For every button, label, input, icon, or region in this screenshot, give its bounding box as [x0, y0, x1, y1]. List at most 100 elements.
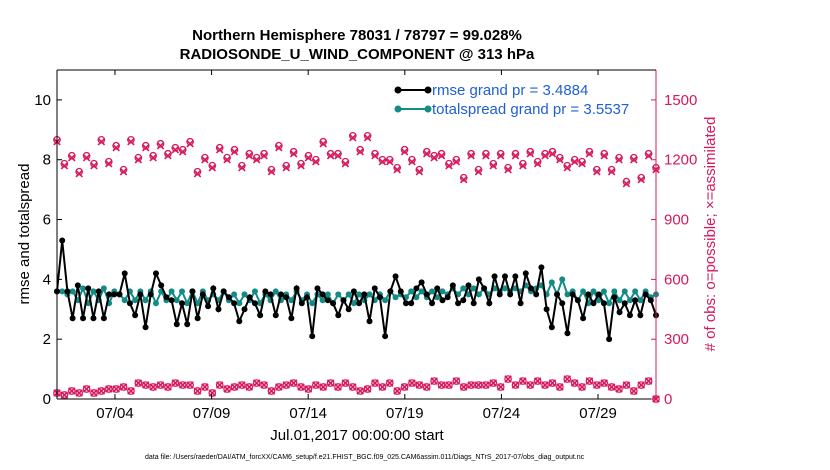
obs-possible-point — [334, 149, 342, 158]
obs-possible-point — [348, 383, 357, 391]
obs-assimilated-point — [541, 381, 549, 389]
obs-possible-point — [326, 379, 335, 387]
obs-possible-point — [252, 379, 261, 387]
obs-possible-point — [297, 159, 305, 168]
spread-point — [366, 291, 373, 298]
rmse-point — [304, 294, 311, 301]
obs-possible-point — [238, 381, 246, 389]
x-tick-label: 07/19 — [386, 405, 424, 422]
obs-assimilated-point — [134, 155, 143, 164]
rmse-point — [559, 300, 566, 307]
obs-possible-point — [496, 383, 505, 391]
obs-possible-point — [459, 383, 468, 391]
obs-assimilated-point — [452, 377, 461, 385]
obs-possible-point — [164, 149, 172, 158]
rmse-point — [210, 285, 217, 292]
spread-point — [350, 300, 357, 307]
obs-possible-point — [82, 385, 91, 393]
rmse-point — [59, 237, 66, 244]
spread-point — [251, 288, 258, 295]
rmse-point — [408, 300, 415, 307]
obs-possible-point — [467, 381, 475, 389]
rmse-point — [184, 321, 191, 328]
obs-assimilated-point — [260, 381, 268, 389]
rmse-point — [152, 270, 159, 277]
obs-possible-point — [570, 379, 579, 387]
rmse-point — [527, 285, 534, 292]
obs-possible-point — [97, 387, 106, 395]
rmse-point — [361, 291, 368, 298]
obs-assimilated-point — [519, 161, 527, 170]
obs-assimilated-point — [119, 383, 128, 391]
obs-assimilated-point — [82, 153, 91, 162]
spread-point — [606, 300, 613, 307]
obs-assimilated-point — [208, 163, 217, 172]
obs-assimilated-point — [548, 149, 557, 158]
obs-assimilated-point — [482, 151, 490, 160]
obs-assimilated-point — [593, 167, 601, 176]
obs-possible-point — [363, 385, 372, 393]
obs-possible-point — [459, 173, 468, 182]
obs-possible-point — [75, 167, 84, 176]
obs-possible-point — [82, 151, 91, 160]
rmse-point — [225, 294, 232, 301]
spread-point — [236, 300, 243, 307]
obs-assimilated-point — [504, 375, 512, 383]
right-tick-label: 0 — [664, 391, 672, 408]
obs-assimilated-point — [193, 169, 202, 178]
obs-possible-point — [75, 389, 84, 397]
obs-assimilated-point — [570, 157, 579, 166]
obs-possible-point — [637, 381, 646, 389]
spread-point — [470, 285, 477, 292]
obs-assimilated-point — [186, 381, 194, 389]
obs-assimilated-point — [356, 387, 364, 395]
obs-possible-point — [289, 147, 298, 156]
obs-assimilated-point — [208, 389, 217, 397]
spread-point — [626, 297, 633, 304]
obs-possible-point — [422, 147, 431, 156]
obs-possible-point — [156, 381, 165, 389]
obs-possible-point — [275, 383, 283, 391]
obs-possible-point — [415, 165, 424, 174]
rmse-point — [376, 294, 383, 301]
obs-possible-point — [245, 383, 254, 391]
obs-assimilated-point — [386, 157, 394, 166]
obs-assimilated-point — [156, 142, 165, 150]
obs-possible-point — [385, 379, 394, 387]
spread-point — [590, 288, 597, 295]
spread-point — [616, 297, 623, 304]
y-axis-label-left: rmse and totalspread — [16, 164, 33, 305]
spread-point — [600, 288, 607, 295]
obs-possible-point — [112, 385, 121, 393]
spread-point — [59, 288, 66, 295]
obs-assimilated-point — [171, 145, 180, 154]
rmse-point — [194, 315, 201, 322]
spread-point — [439, 288, 446, 295]
rmse-point — [309, 333, 316, 340]
rmse-point — [585, 291, 592, 298]
obs-possible-point — [504, 375, 512, 383]
plot-area — [57, 70, 656, 399]
obs-assimilated-point — [556, 383, 564, 391]
obs-possible-point — [585, 147, 594, 156]
obs-assimilated-point — [489, 161, 498, 170]
obs-assimilated-point — [215, 145, 224, 154]
obs-assimilated-point — [533, 159, 542, 168]
rmse-point — [267, 291, 274, 298]
obs-possible-point — [437, 381, 446, 389]
spread-point — [356, 291, 363, 298]
obs-assimilated-point — [238, 163, 246, 172]
obs-possible-point — [504, 163, 512, 172]
rmse-point — [434, 285, 441, 292]
spread-point — [621, 288, 628, 295]
rmse-point — [335, 312, 342, 319]
obs-possible-point — [548, 379, 557, 387]
obs-possible-point — [474, 381, 483, 389]
obs-assimilated-point — [408, 379, 416, 387]
obs-assimilated-point — [445, 381, 453, 389]
obs-assimilated-point — [585, 377, 594, 385]
obs-assimilated-point — [223, 155, 231, 164]
obs-assimilated-point — [474, 381, 483, 389]
obs-possible-point — [400, 383, 409, 391]
obs-possible-point — [585, 377, 594, 385]
